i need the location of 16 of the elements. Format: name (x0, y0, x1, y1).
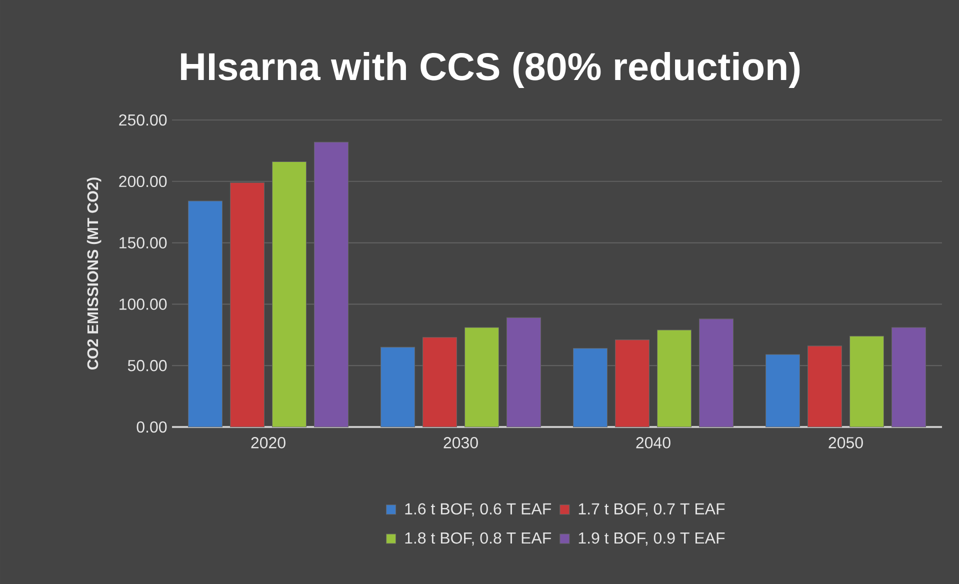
legend-label: 1.8 t BOF, 0.8 T EAF (405, 532, 552, 546)
y-tick-label: 250.00 (119, 114, 167, 126)
legend-label: 1.6 t BOF, 0.6 T EAF (405, 503, 552, 516)
y-tick-label: 200.00 (119, 176, 167, 188)
x-tick-label: 2030 (444, 437, 478, 448)
y-tick-label: 0.00 (136, 421, 167, 433)
x-tick-label: 2040 (636, 437, 670, 448)
legend-label: 1.7 t BOF, 0.7 T EAF (578, 503, 725, 516)
y-tick-label: 150.00 (120, 237, 167, 248)
legend-label: 1.9 t BOF, 0.9 T EAF (578, 532, 725, 546)
x-tick-label: 2050 (828, 437, 863, 448)
y-tick-label: 100.00 (120, 298, 167, 310)
chart-title: HIsarna with CCS (80% reduction) (181, 52, 800, 88)
y-axis-title: CO2 EMISSIONS (MT CO2) (86, 178, 102, 370)
x-tick-label: 2020 (251, 437, 286, 448)
y-tick-label: 50.00 (128, 360, 167, 372)
